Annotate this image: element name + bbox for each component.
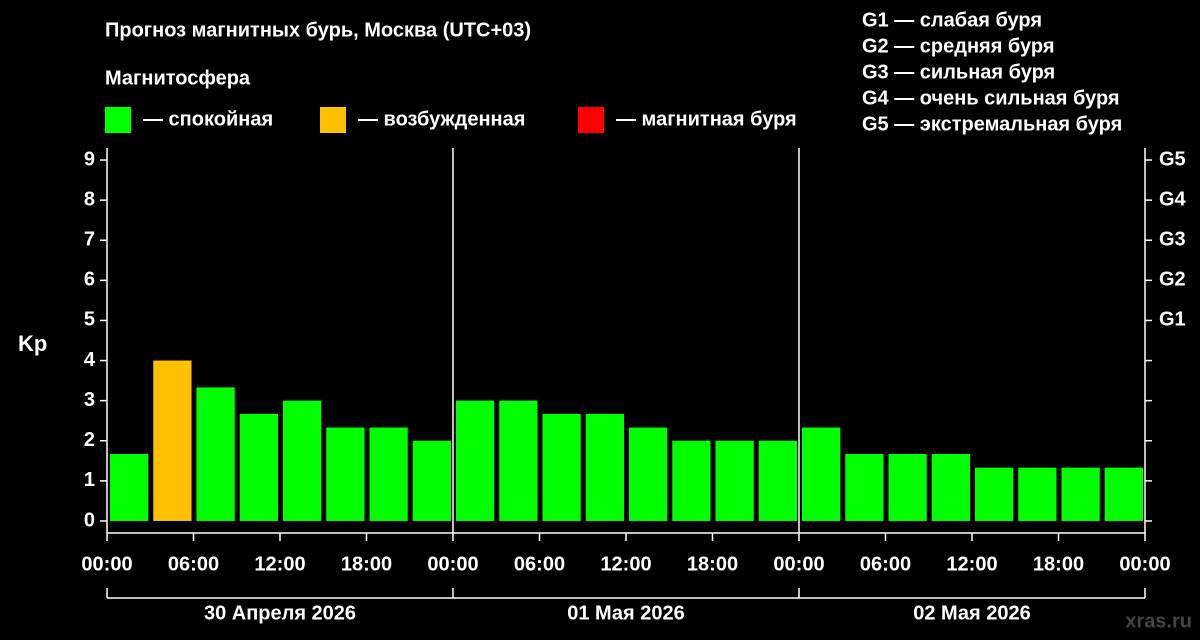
bar <box>369 427 408 521</box>
chart-title: Прогноз магнитных бурь, Москва (UTC+03) <box>105 19 531 41</box>
bar <box>153 360 192 521</box>
x-tick-label: 06:00 <box>168 553 219 575</box>
y2-tick-label: G4 <box>1159 188 1187 210</box>
bar <box>975 467 1014 521</box>
bar <box>758 440 797 521</box>
bar <box>845 453 884 521</box>
day-label: 01 Мая 2026 <box>567 602 685 624</box>
y-tick-label: 0 <box>84 509 95 531</box>
bar <box>283 400 322 521</box>
y-tick-label: 9 <box>84 148 95 170</box>
x-tick-label: 18:00 <box>341 553 392 575</box>
bar <box>585 413 624 521</box>
bar <box>888 453 927 521</box>
x-tick-label: 00:00 <box>1119 553 1170 575</box>
y-tick-label: 6 <box>84 269 95 291</box>
bar <box>326 427 365 521</box>
legend-swatch <box>578 107 604 133</box>
bar <box>1104 467 1143 521</box>
y-tick-label: 2 <box>84 429 95 451</box>
day-label: 02 Мая 2026 <box>913 602 1031 624</box>
y-tick-label: 5 <box>84 309 95 331</box>
x-tick-label: 00:00 <box>773 553 824 575</box>
bar <box>672 440 711 521</box>
storm-level: G4 — очень сильная буря <box>862 87 1120 109</box>
storm-level: G1 — слабая буря <box>862 9 1042 31</box>
bar <box>456 400 495 521</box>
bar <box>715 440 754 521</box>
bar <box>802 427 841 521</box>
legend-swatch <box>320 107 346 133</box>
storm-level: G3 — сильная буря <box>862 61 1055 83</box>
bar <box>629 427 668 521</box>
bar <box>499 400 538 521</box>
bar <box>239 413 278 521</box>
x-tick-label: 00:00 <box>81 553 132 575</box>
x-tick-label: 00:00 <box>427 553 478 575</box>
x-tick-label: 18:00 <box>1033 553 1084 575</box>
x-tick-label: 06:00 <box>514 553 565 575</box>
y2-tick-label: G5 <box>1159 148 1186 170</box>
y-tick-label: 7 <box>84 229 95 251</box>
storm-level: G5 — экстремальная буря <box>862 113 1122 135</box>
bar <box>412 440 451 521</box>
bar <box>1061 467 1100 521</box>
legend-label: — спокойная <box>143 108 273 130</box>
x-tick-label: 06:00 <box>860 553 911 575</box>
legend-swatch <box>105 107 131 133</box>
y-tick-label: 3 <box>84 389 95 411</box>
y-axis-label: Kp <box>18 331 47 356</box>
bar <box>1018 467 1057 521</box>
y2-tick-label: G3 <box>1159 229 1186 251</box>
legend-label: — магнитная буря <box>616 108 797 130</box>
bar <box>110 453 149 521</box>
storm-level: G2 — средняя буря <box>862 35 1055 57</box>
legend-title: Магнитосфера <box>105 67 251 89</box>
watermark: xras.ru <box>1125 610 1192 632</box>
y-tick-label: 4 <box>84 349 96 371</box>
x-tick-label: 12:00 <box>600 553 651 575</box>
y2-tick-label: G2 <box>1159 269 1186 291</box>
y2-tick-label: G1 <box>1159 309 1186 331</box>
y-tick-label: 8 <box>84 188 95 210</box>
y-tick-label: 1 <box>84 469 95 491</box>
bar <box>542 413 581 521</box>
x-tick-label: 12:00 <box>946 553 997 575</box>
day-label: 30 Апреля 2026 <box>204 602 356 624</box>
bar <box>931 453 970 521</box>
bar <box>196 387 235 521</box>
x-tick-label: 18:00 <box>687 553 738 575</box>
x-tick-label: 12:00 <box>254 553 305 575</box>
legend-label: — возбужденная <box>358 108 525 130</box>
